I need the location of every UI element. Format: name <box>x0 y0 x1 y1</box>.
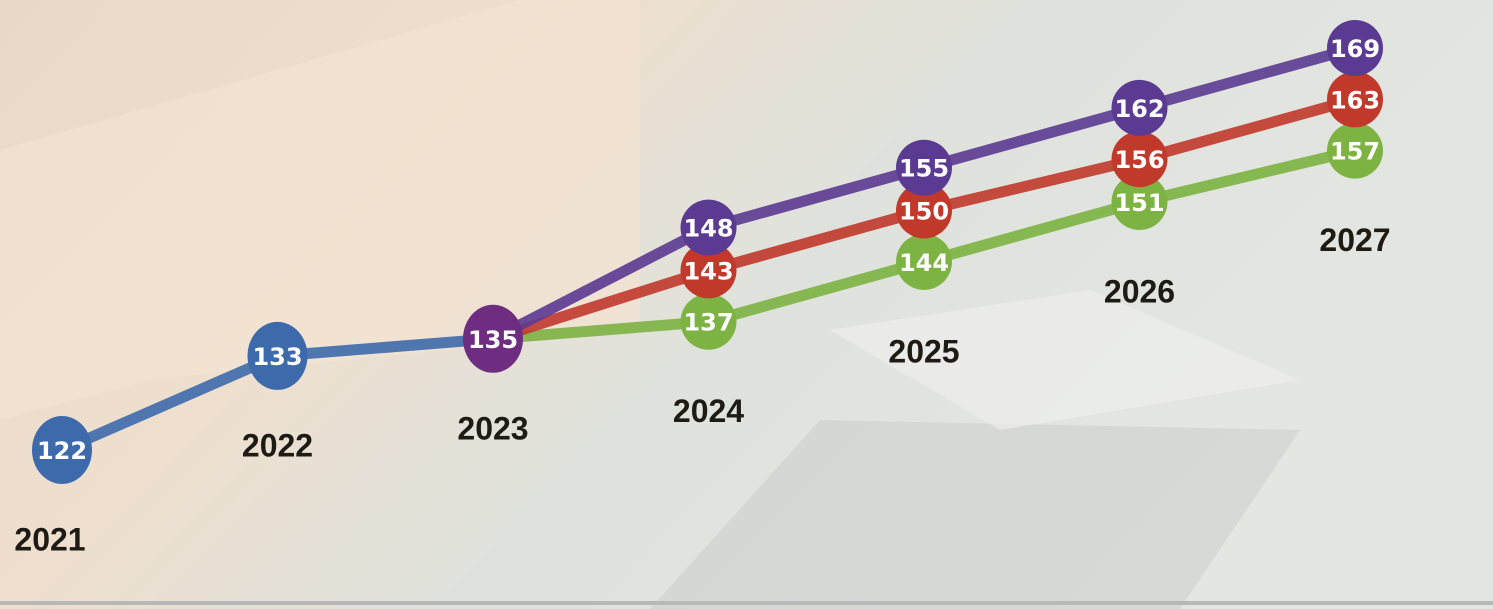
point-marker <box>1327 122 1383 179</box>
point-marker <box>680 199 737 256</box>
value-label: 144 <box>899 249 949 277</box>
point-marker <box>1327 20 1383 76</box>
x-tick-label: 2027 <box>1319 222 1390 258</box>
value-label: 157 <box>1330 138 1380 166</box>
x-tick-label: 2024 <box>673 393 744 429</box>
x-tick-label: 2026 <box>1104 273 1175 309</box>
point-marker <box>896 233 952 290</box>
value-label: 150 <box>899 198 949 226</box>
point-marker <box>463 304 523 373</box>
value-label: 133 <box>252 343 302 371</box>
x-tick-label: 2021 <box>14 521 85 557</box>
value-label: 151 <box>1114 189 1164 217</box>
value-label: 143 <box>683 257 733 285</box>
value-label: 122 <box>37 437 87 465</box>
point-marker <box>680 242 737 299</box>
point-marker <box>32 416 92 484</box>
value-label: 169 <box>1330 35 1380 63</box>
point-marker <box>896 182 952 239</box>
x-tick-label: 2022 <box>242 427 313 463</box>
value-label: 162 <box>1114 95 1164 123</box>
point-marker <box>1111 173 1168 230</box>
point-marker <box>247 321 308 390</box>
x-tick-label: 2025 <box>888 333 959 369</box>
point-marker <box>1327 71 1383 128</box>
point-marker <box>680 293 737 350</box>
point-marker <box>1111 79 1168 136</box>
value-label: 163 <box>1330 86 1380 114</box>
point-marker <box>1111 131 1168 188</box>
value-label: 156 <box>1114 146 1164 174</box>
background-roof <box>830 290 1300 430</box>
value-label: 135 <box>468 326 518 354</box>
value-label: 148 <box>683 215 733 243</box>
value-label: 137 <box>683 309 733 337</box>
point-marker <box>896 139 952 196</box>
background-building <box>650 420 1300 609</box>
x-tick-label: 2023 <box>457 410 528 446</box>
value-label: 155 <box>899 155 949 183</box>
